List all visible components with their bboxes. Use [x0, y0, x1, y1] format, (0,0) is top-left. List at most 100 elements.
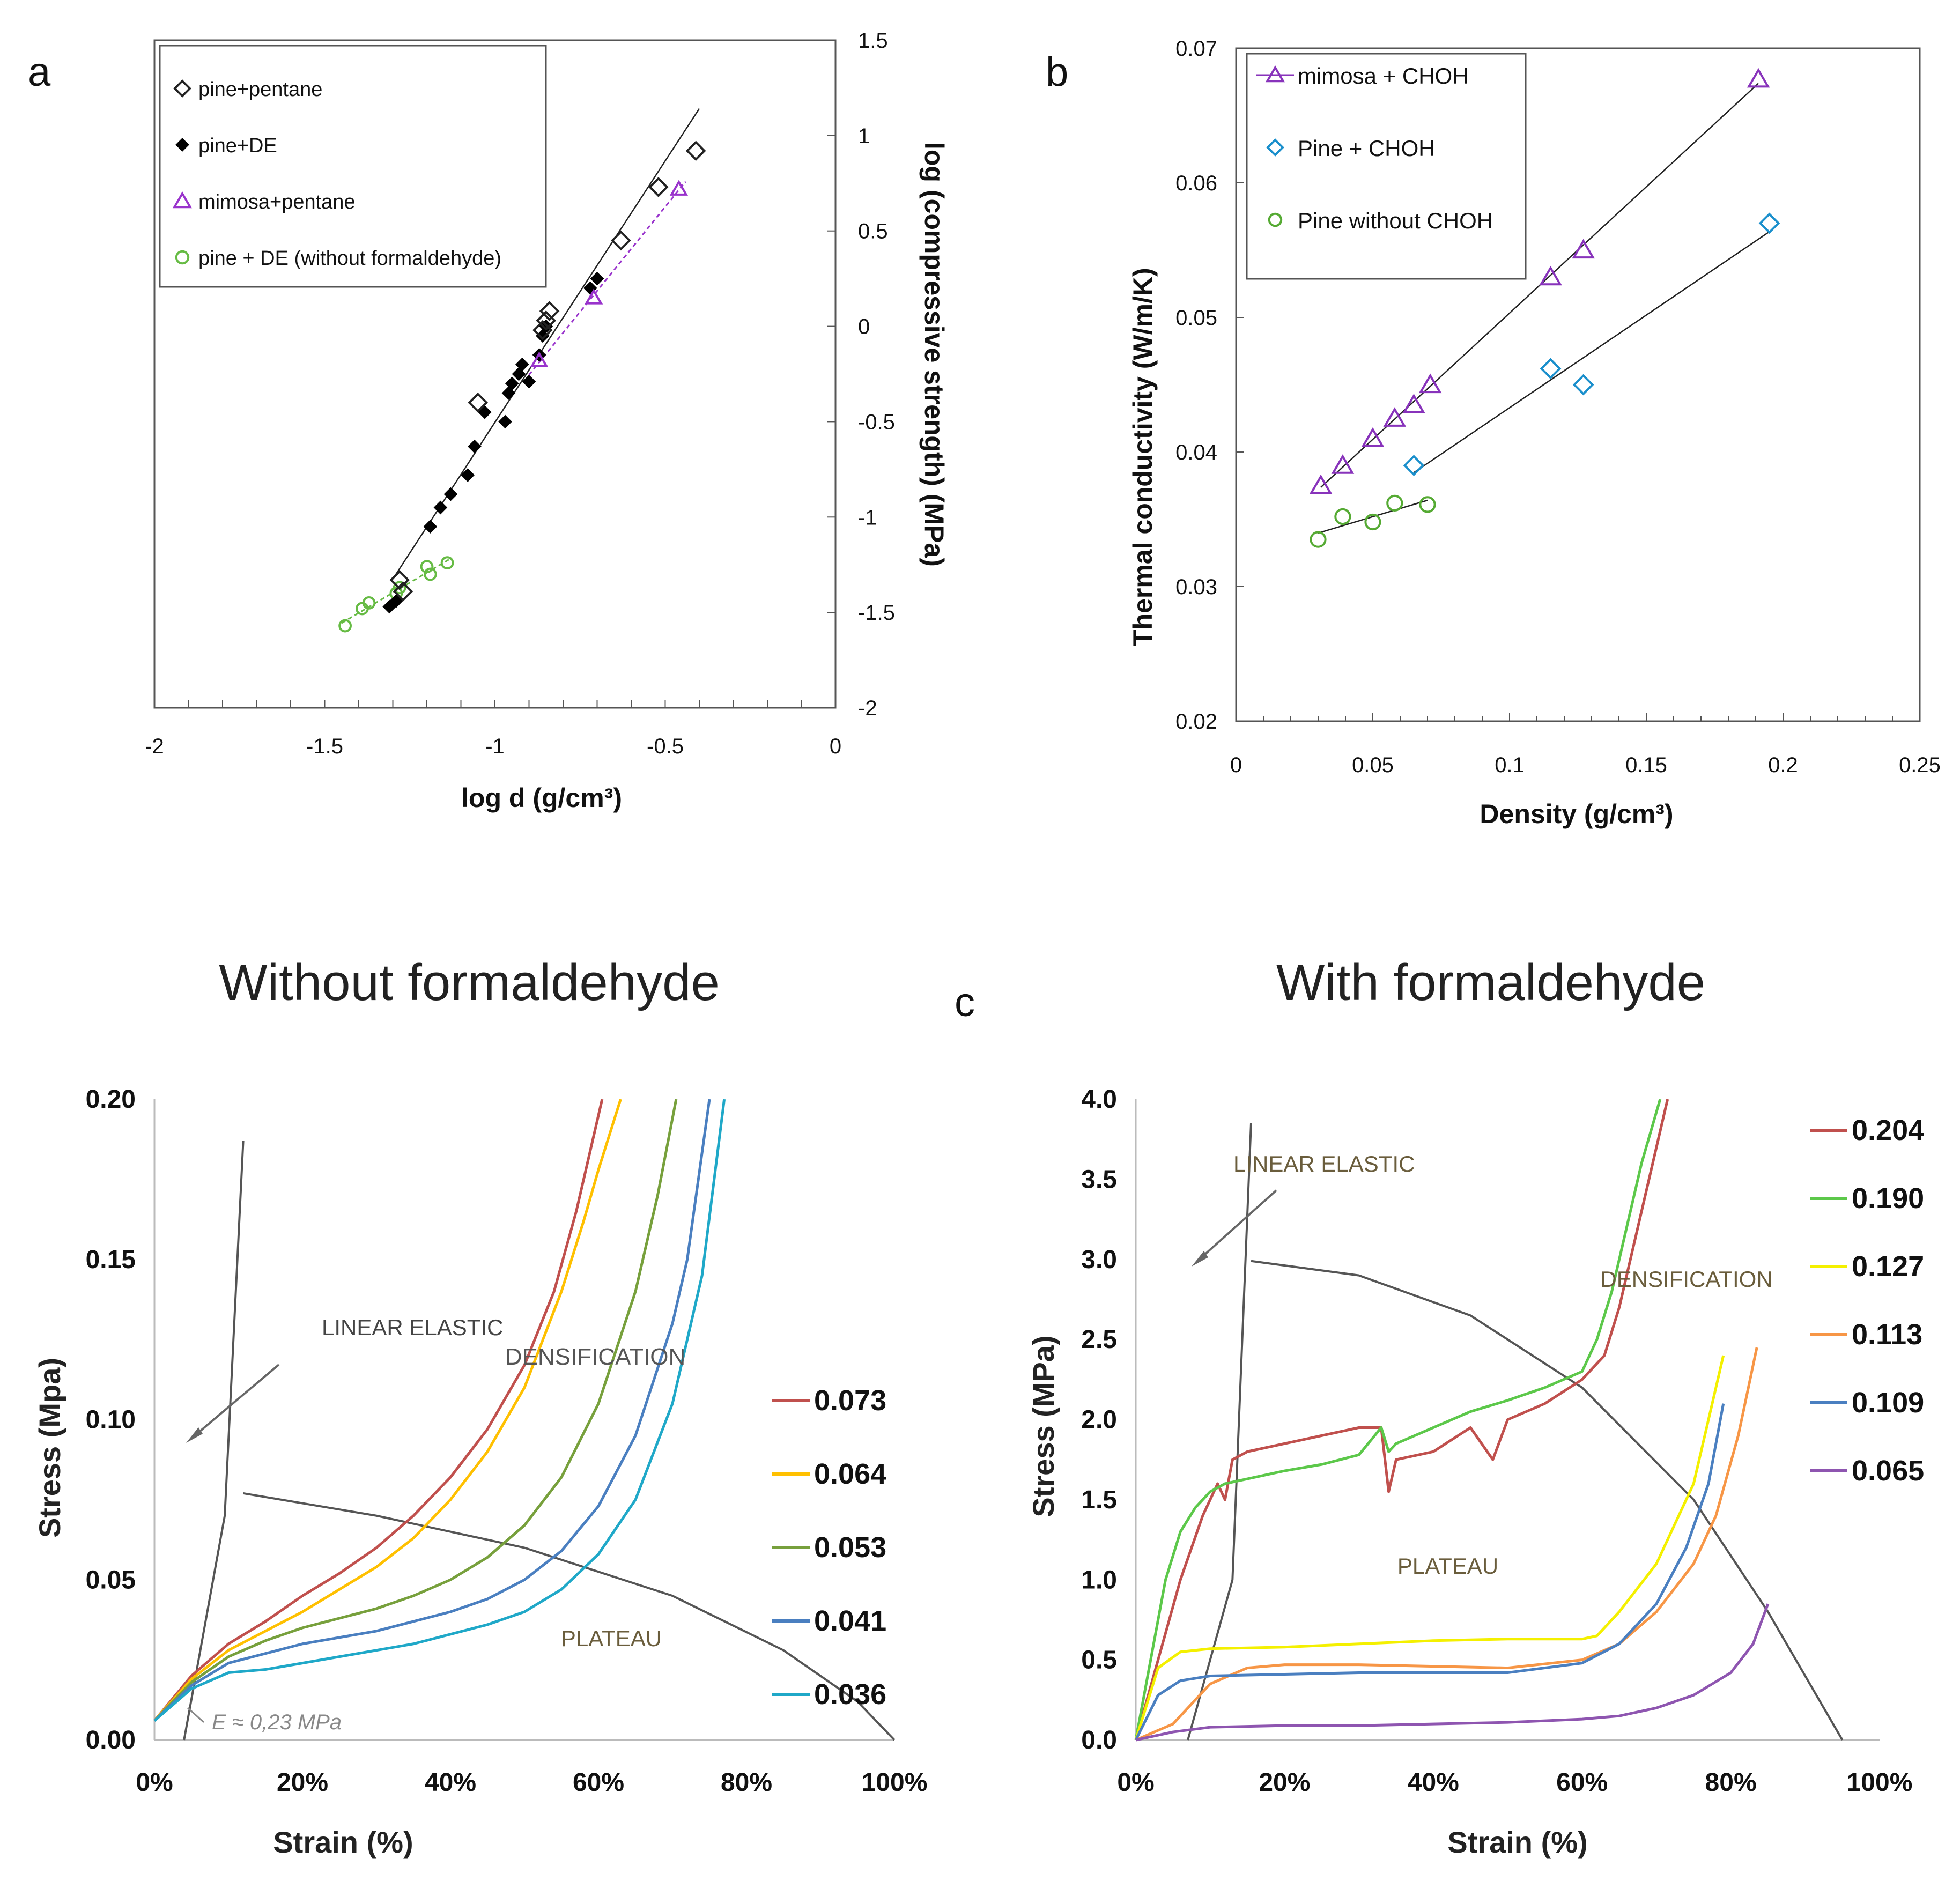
data-point	[1386, 494, 1403, 512]
data-point	[498, 414, 512, 429]
data-point	[389, 569, 410, 590]
x-tick-label: 20%	[1259, 1768, 1310, 1797]
x-axis-label-a: log d (g/cm³)	[461, 783, 622, 813]
y-tick-label: 3.5	[1081, 1165, 1117, 1194]
x-tick-label: 0%	[1117, 1768, 1154, 1797]
y-tick-label: 0.05	[86, 1566, 136, 1594]
series-line-0.113	[1135, 1347, 1758, 1742]
data-point	[1747, 68, 1770, 88]
x-tick-label: 40%	[425, 1768, 476, 1797]
data-point	[443, 487, 458, 501]
legend-label: 0.053	[814, 1531, 886, 1564]
chart-panel-b: 0 0.05 0.1 0.15 0.2 0.25 0.07 0.06 0.05 0.04 0.03…	[1128, 37, 1941, 829]
x-tick-label: 60%	[573, 1768, 624, 1797]
x-tick-label-b: 0.1	[1495, 753, 1525, 777]
chart-panel-a: -2 -1.5 -1 -0.5 0 1.5 1 0.5 0 -0.5 -1 -1.5 -2 log d…	[145, 29, 949, 813]
plot-frame-b	[1235, 47, 1921, 722]
y-tick-label: 0.00	[86, 1726, 136, 1754]
trend-line-pine	[392, 108, 700, 580]
legend-label-a: pine+pentane	[198, 78, 322, 101]
legend-label: 0.064	[814, 1458, 886, 1490]
data-point	[1383, 407, 1407, 427]
data-point	[501, 386, 516, 400]
chart-title-c-right: With formaldehyde	[1276, 954, 1705, 1011]
data-point	[461, 468, 475, 482]
series-line-0.190	[1134, 1099, 1662, 1741]
data-point	[648, 177, 669, 197]
data-point	[362, 596, 376, 610]
y-tick-label: 2.0	[1081, 1406, 1117, 1434]
y-tick-label: 3.0	[1081, 1246, 1117, 1274]
plateau-envelope	[1251, 1260, 1844, 1741]
series-line-0.073	[153, 1099, 604, 1722]
y-tick-label-a: -2	[858, 697, 877, 720]
chart-title-c-left: Without formaldehyde	[219, 954, 720, 1011]
arrow-modulus-c-left	[187, 1707, 205, 1723]
y-tick-label-b: 0.03	[1175, 575, 1217, 599]
data-point	[1403, 455, 1425, 476]
data-point	[423, 567, 437, 581]
series-line-0.109	[1134, 1403, 1725, 1741]
data-point	[478, 405, 492, 419]
y-tick-label-b: 0.04	[1175, 441, 1217, 464]
legend-label-a: pine+DE	[198, 135, 277, 157]
y-tick-label-b: 0.06	[1175, 172, 1217, 195]
data-point	[440, 556, 454, 570]
x-axis-label-b: Density (g/cm³)	[1480, 799, 1673, 829]
data-point	[530, 351, 549, 367]
data-point	[338, 619, 352, 633]
x-tick-label: 80%	[1705, 1768, 1757, 1797]
data-point	[512, 367, 526, 381]
annotation-linear-elastic-c-left: LINEAR ELASTIC	[322, 1315, 503, 1340]
data-point	[505, 376, 519, 391]
legend-b: mimosa + CHOH Pine + CHOH Pine without CHO…	[1246, 53, 1527, 280]
y-axis-label-b: Thermal conductivity (W/m/K)	[1128, 268, 1158, 646]
data-point	[1310, 531, 1327, 548]
x-tick-label-a: -1	[485, 735, 505, 758]
data-point	[1331, 454, 1355, 474]
data-point	[611, 230, 631, 251]
data-point	[1539, 265, 1562, 286]
legend-marker-a	[175, 250, 190, 265]
y-tick-label-a: 0	[858, 315, 870, 339]
y-tick-label: 1.0	[1081, 1566, 1117, 1594]
data-point	[468, 393, 489, 413]
data-point	[685, 140, 706, 161]
chart-panel-c-left: Without formaldehyde 0% 20% 40% 60% 80% 100% …	[33, 954, 927, 1859]
linear-elastic-guide	[183, 1141, 245, 1741]
y-tick-label: 1.5	[1081, 1486, 1117, 1514]
x-axis-label-c-left: Strain (%)	[273, 1825, 413, 1859]
panel-label-b: b	[1046, 49, 1068, 95]
data-point	[1402, 394, 1425, 413]
x-tick-label-b: 0.2	[1768, 753, 1798, 777]
legend-label: 0.109	[1852, 1387, 1924, 1419]
legend-label-b: mimosa + CHOH	[1298, 63, 1469, 88]
legend-label: 0.073	[814, 1384, 886, 1417]
x-tick-label: 0%	[136, 1768, 173, 1797]
trend-line-mimosa	[528, 181, 686, 376]
annotation-linear-elastic-c-right: LINEAR ELASTIC	[1233, 1151, 1415, 1176]
trend-line-b	[1318, 499, 1428, 534]
legend-label: 0.204	[1852, 1114, 1924, 1146]
data-point	[669, 180, 689, 196]
x-tick-label-a: -1.5	[306, 735, 343, 758]
annotation-modulus-c-left: E ≈ 0,23 MPa	[212, 1710, 342, 1734]
data-point	[1572, 239, 1595, 259]
x-tick-label-b: 0.15	[1625, 753, 1667, 777]
panel-label-c: c	[955, 980, 975, 1025]
legend-label: 0.190	[1852, 1182, 1924, 1214]
panel-label-a: a	[28, 49, 51, 95]
annotation-plateau-c-right: PLATEAU	[1397, 1553, 1498, 1579]
data-point	[1418, 373, 1442, 394]
data-point	[590, 271, 604, 286]
trend-line-b	[1413, 231, 1770, 473]
legend-marker-b	[1268, 212, 1283, 227]
legend-marker-a	[173, 79, 191, 98]
series-line-0.065	[1135, 1603, 1770, 1742]
y-tick-label: 0.15	[86, 1246, 136, 1274]
x-tick-label-b: 0.25	[1899, 753, 1941, 777]
legend-a: pine+pentane pine+DE mimosa+pentane pine + …	[159, 45, 547, 288]
data-point	[1540, 358, 1562, 380]
data-point	[1758, 212, 1780, 234]
data-point	[522, 374, 536, 389]
